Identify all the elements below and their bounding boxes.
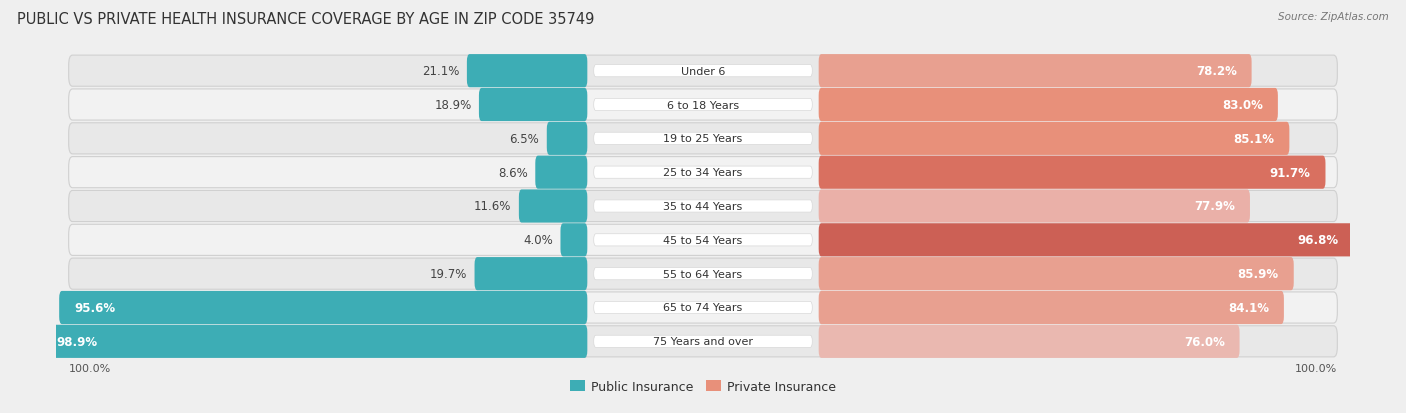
Text: 55 to 64 Years: 55 to 64 Years	[664, 269, 742, 279]
Text: 6.5%: 6.5%	[509, 133, 540, 145]
Text: 19.7%: 19.7%	[430, 268, 467, 280]
Text: 77.9%: 77.9%	[1194, 200, 1234, 213]
FancyBboxPatch shape	[475, 257, 588, 290]
Text: 6 to 18 Years: 6 to 18 Years	[666, 100, 740, 110]
FancyBboxPatch shape	[818, 325, 1240, 358]
FancyBboxPatch shape	[593, 234, 813, 246]
Text: 100.0%: 100.0%	[69, 363, 111, 373]
Text: 8.6%: 8.6%	[498, 166, 527, 179]
FancyBboxPatch shape	[69, 56, 1337, 87]
Text: 96.8%: 96.8%	[1298, 234, 1339, 247]
FancyBboxPatch shape	[593, 200, 813, 213]
Text: 35 to 44 Years: 35 to 44 Years	[664, 202, 742, 211]
FancyBboxPatch shape	[818, 224, 1354, 257]
Text: 85.1%: 85.1%	[1233, 133, 1274, 145]
FancyBboxPatch shape	[69, 123, 1337, 154]
FancyBboxPatch shape	[818, 55, 1251, 88]
Text: 91.7%: 91.7%	[1270, 166, 1310, 179]
Text: 75 Years and over: 75 Years and over	[652, 337, 754, 347]
FancyBboxPatch shape	[69, 259, 1337, 290]
FancyBboxPatch shape	[69, 292, 1337, 323]
FancyBboxPatch shape	[593, 167, 813, 179]
FancyBboxPatch shape	[69, 225, 1337, 256]
FancyBboxPatch shape	[818, 257, 1294, 290]
Text: 76.0%: 76.0%	[1184, 335, 1225, 348]
Text: 98.9%: 98.9%	[56, 335, 97, 348]
Text: 18.9%: 18.9%	[434, 99, 471, 112]
Text: 45 to 54 Years: 45 to 54 Years	[664, 235, 742, 245]
FancyBboxPatch shape	[59, 291, 588, 324]
Text: 84.1%: 84.1%	[1227, 301, 1270, 314]
FancyBboxPatch shape	[519, 190, 588, 223]
Text: 78.2%: 78.2%	[1195, 65, 1237, 78]
FancyBboxPatch shape	[818, 190, 1250, 223]
FancyBboxPatch shape	[561, 224, 588, 257]
FancyBboxPatch shape	[536, 156, 588, 189]
Text: 65 to 74 Years: 65 to 74 Years	[664, 303, 742, 313]
FancyBboxPatch shape	[593, 301, 813, 314]
Text: PUBLIC VS PRIVATE HEALTH INSURANCE COVERAGE BY AGE IN ZIP CODE 35749: PUBLIC VS PRIVATE HEALTH INSURANCE COVER…	[17, 12, 595, 27]
Text: 21.1%: 21.1%	[422, 65, 460, 78]
Text: 19 to 25 Years: 19 to 25 Years	[664, 134, 742, 144]
FancyBboxPatch shape	[69, 326, 1337, 357]
Text: 95.6%: 95.6%	[75, 301, 115, 314]
FancyBboxPatch shape	[818, 89, 1278, 122]
Text: 100.0%: 100.0%	[1295, 363, 1337, 373]
FancyBboxPatch shape	[547, 123, 588, 156]
Text: Under 6: Under 6	[681, 66, 725, 76]
Text: 85.9%: 85.9%	[1237, 268, 1279, 280]
FancyBboxPatch shape	[818, 156, 1326, 189]
FancyBboxPatch shape	[479, 89, 588, 122]
FancyBboxPatch shape	[593, 65, 813, 78]
FancyBboxPatch shape	[818, 291, 1284, 324]
Text: 4.0%: 4.0%	[523, 234, 553, 247]
FancyBboxPatch shape	[593, 268, 813, 280]
FancyBboxPatch shape	[69, 157, 1337, 188]
FancyBboxPatch shape	[593, 99, 813, 112]
FancyBboxPatch shape	[593, 133, 813, 145]
Text: 25 to 34 Years: 25 to 34 Years	[664, 168, 742, 178]
FancyBboxPatch shape	[593, 335, 813, 348]
FancyBboxPatch shape	[69, 90, 1337, 121]
Text: Source: ZipAtlas.com: Source: ZipAtlas.com	[1278, 12, 1389, 22]
Text: 11.6%: 11.6%	[474, 200, 512, 213]
FancyBboxPatch shape	[41, 325, 588, 358]
Legend: Public Insurance, Private Insurance: Public Insurance, Private Insurance	[565, 375, 841, 398]
FancyBboxPatch shape	[69, 191, 1337, 222]
FancyBboxPatch shape	[467, 55, 588, 88]
FancyBboxPatch shape	[818, 123, 1289, 156]
Text: 83.0%: 83.0%	[1222, 99, 1263, 112]
